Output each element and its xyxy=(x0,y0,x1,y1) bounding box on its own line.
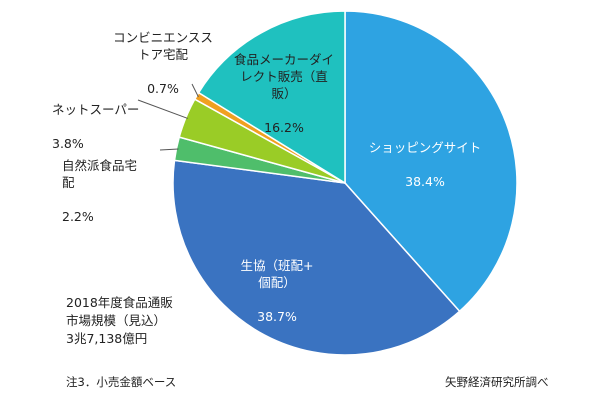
slice-value-convenience: 0.7% xyxy=(147,81,179,96)
slice-value-maker-direct: 16.2% xyxy=(264,120,304,135)
slice-name-natural-food: 自然派食品宅 配 xyxy=(62,158,138,190)
slice-label-natural-food: 自然派食品宅 配 2.2% xyxy=(62,140,172,225)
slice-name-net-super: ネットスーパー xyxy=(52,102,140,117)
slice-name-shopping: ショッピングサイト xyxy=(368,140,482,155)
slice-value-net-super: 3.8% xyxy=(52,136,84,151)
slice-value-shopping: 38.4% xyxy=(405,174,445,189)
slice-label-maker-direct: 食品メーカーダイ レクト販売（直 販） 16.2% xyxy=(228,34,340,136)
slice-value-natural-food: 2.2% xyxy=(62,209,94,224)
slice-value-coop: 38.7% xyxy=(257,309,297,324)
source-credit: 矢野経済研究所調べ xyxy=(445,375,549,389)
slice-label-shopping: ショッピングサイト 38.4% xyxy=(360,122,490,190)
leader-line-net-super xyxy=(137,99,188,119)
slice-name-convenience: コンビニエンスス トア宅配 xyxy=(113,30,213,62)
market-size-annotation: 2018年度食品通販 市場規模（見込） 3兆7,138億円 xyxy=(66,295,173,346)
slice-label-net-super: ネットスーパー 3.8% xyxy=(52,84,162,152)
leader-line-convenience xyxy=(191,83,199,98)
footnote: 注3．小売金額ベース xyxy=(66,375,177,389)
leader-line-natural-food xyxy=(159,148,179,151)
pie-slice-shopping xyxy=(344,10,518,313)
slice-name-maker-direct: 食品メーカーダイ レクト販売（直 販） xyxy=(233,52,334,101)
slice-name-coop: 生協（班配+ 個配） xyxy=(240,258,314,290)
pie-slices xyxy=(172,10,518,356)
leader-lines xyxy=(137,83,199,151)
pie-slice-maker-direct xyxy=(197,10,346,185)
slice-label-coop: 生協（班配+ 個配） 38.7% xyxy=(222,240,332,325)
slice-label-convenience: コンビニエンスス トア宅配 0.7% xyxy=(104,12,222,97)
pie-slice-coop xyxy=(172,159,461,356)
